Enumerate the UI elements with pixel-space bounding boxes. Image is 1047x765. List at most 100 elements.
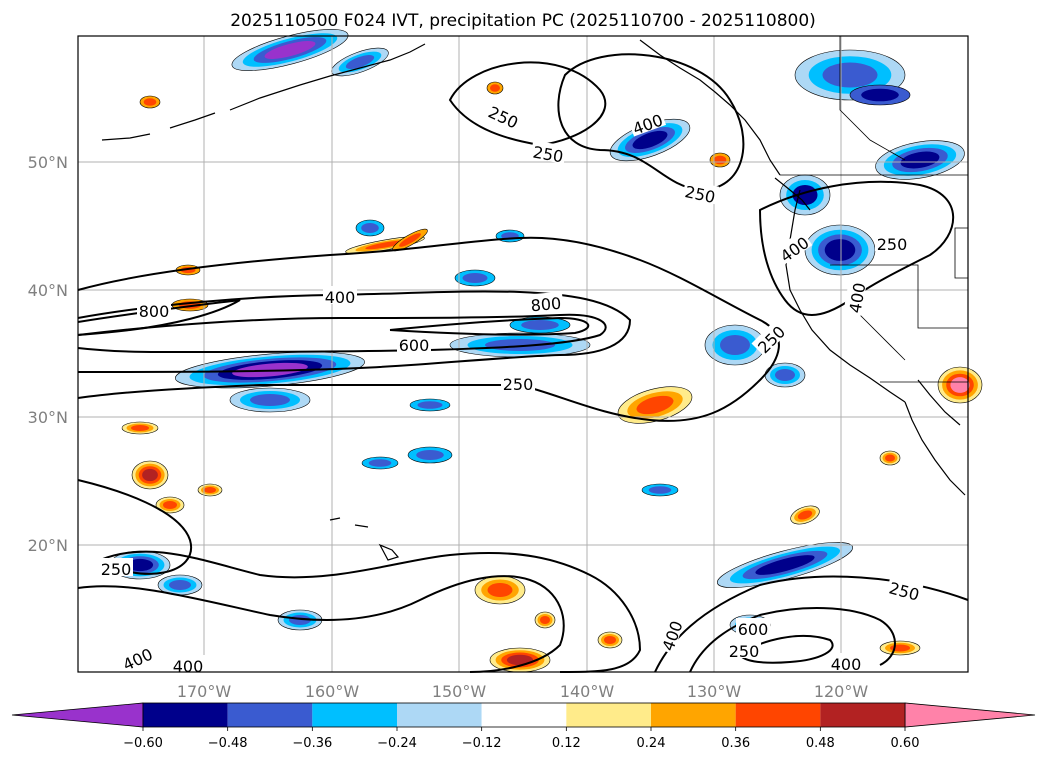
precip-blob xyxy=(879,640,921,656)
colorbar-segment xyxy=(481,703,567,727)
precip-blob xyxy=(139,95,161,109)
precip-blob xyxy=(641,483,679,497)
ivt-contour-600-main xyxy=(77,313,607,354)
precip-blob xyxy=(229,387,311,413)
precip-blob xyxy=(355,219,385,237)
colorbar-tick-label: −0.36 xyxy=(292,736,332,751)
ivt-contour-label: 800 xyxy=(530,294,562,316)
precip-blob xyxy=(197,483,223,497)
ivt-contour-label: 400 xyxy=(325,288,356,307)
colorbar-tick-label: 0.48 xyxy=(806,736,835,751)
ivt-contour-label: 600 xyxy=(738,620,769,639)
precip-blob xyxy=(157,574,203,596)
colorbar-tick-label: −0.60 xyxy=(123,736,163,751)
precip-blob xyxy=(409,398,451,412)
ivt-contour-label: 250 xyxy=(531,142,564,166)
colorbar-tick-label: 0.36 xyxy=(721,736,750,751)
colorbar-segment xyxy=(227,703,313,727)
ivt-contour-250-north xyxy=(448,61,607,147)
lon-label: 170°W xyxy=(177,682,232,701)
ivt-contour-400-main xyxy=(77,290,632,373)
precip-blob xyxy=(509,316,571,334)
lon-label: 120°W xyxy=(814,682,869,701)
precip-blob xyxy=(486,81,504,95)
colorbar-tick-label: 0.60 xyxy=(891,736,920,751)
ivt-contour-label: 250 xyxy=(729,642,760,661)
lon-axis-labels: 170°W 160°W 150°W 140°W 130°W 120°W xyxy=(177,682,869,701)
colorbar-extend-max xyxy=(904,702,1036,728)
precip-blob xyxy=(155,496,185,514)
precip-blob xyxy=(454,269,496,287)
ivt-contour-label: 250 xyxy=(877,235,908,254)
ivt-contour-800-east xyxy=(389,316,590,336)
graticule xyxy=(78,36,968,672)
ivt-contour-250-south xyxy=(77,479,642,673)
colorbar-segment xyxy=(735,703,821,727)
colorbar-segment xyxy=(397,703,482,727)
ivt-contour-250-main xyxy=(77,236,780,422)
colorbar-segment xyxy=(143,703,228,727)
lon-label: 150°W xyxy=(432,682,487,701)
map-title: 2025110500 F024 IVT, precipitation PC (2… xyxy=(230,11,816,31)
ivt-contour-400-se xyxy=(689,607,896,673)
precip-blob xyxy=(849,84,911,106)
precip-blob xyxy=(617,386,693,424)
precip-blob xyxy=(609,118,691,162)
precip-blob xyxy=(804,224,876,276)
ivt-contour-400-south xyxy=(77,575,565,673)
precip-blob xyxy=(875,140,965,180)
colorbar-segment xyxy=(820,703,905,727)
colorbar-tick-label: −0.24 xyxy=(377,736,417,751)
precip-blob xyxy=(790,505,820,525)
precip-blob xyxy=(331,47,389,77)
ivt-contour-label: 800 xyxy=(139,302,170,321)
colorbar-extend-min xyxy=(11,702,144,728)
precip-blob xyxy=(231,29,349,71)
precip-blob xyxy=(449,332,591,358)
precip-blob xyxy=(121,421,159,435)
colorbar-outline xyxy=(142,702,906,728)
precip-blob xyxy=(779,174,831,216)
precip-blob xyxy=(392,228,428,252)
precip-blob xyxy=(361,456,399,470)
ivt-contour-600-se xyxy=(738,634,834,664)
colorbar-segment xyxy=(566,703,651,727)
coastlines xyxy=(101,39,966,561)
precip-blob xyxy=(716,542,854,588)
ivt-contour-label: 400 xyxy=(173,657,204,676)
precip-blob xyxy=(534,611,556,629)
precip-anomaly-layer xyxy=(109,29,983,673)
colorbar-tick-label: 0.12 xyxy=(552,736,581,751)
lon-label: 140°W xyxy=(560,682,615,701)
precip-blob xyxy=(597,631,623,649)
ivt-contour-label: 250 xyxy=(503,375,534,394)
colorbar-tick-label: −0.48 xyxy=(208,736,248,751)
precip-blob xyxy=(764,362,806,388)
lat-label: 20°N xyxy=(28,536,68,555)
colorbar-tick-labels: −0.60 −0.48 −0.36 −0.24 −0.12 0.12 0.24 0.36 0.4… xyxy=(123,727,919,751)
lon-label: 130°W xyxy=(687,682,742,701)
precip-blob xyxy=(131,460,169,490)
lat-label: 50°N xyxy=(28,153,68,172)
map-frame xyxy=(77,35,969,673)
colorbar-tick-label: −0.12 xyxy=(462,736,502,751)
ivt-contour-250-cal xyxy=(758,180,955,316)
precip-blob xyxy=(879,450,901,466)
lat-label: 40°N xyxy=(28,281,68,300)
precip-blob xyxy=(709,152,731,168)
colorbar-segment xyxy=(651,703,736,727)
lat-label: 30°N xyxy=(28,408,68,427)
lon-label: 160°W xyxy=(305,682,360,701)
precip-blob xyxy=(704,324,766,366)
lat-axis-labels: 50°N 40°N 30°N 20°N xyxy=(28,153,68,555)
ivt-contour-label: 400 xyxy=(831,655,862,674)
precip-blob xyxy=(489,647,551,673)
colorbar-segment xyxy=(312,703,397,727)
ivt-contour-label: 600 xyxy=(399,336,430,355)
precip-blob xyxy=(474,575,526,605)
precip-blob xyxy=(937,366,983,404)
colorbar-tick-label: 0.24 xyxy=(637,736,666,751)
precip-blob xyxy=(407,446,453,464)
ivt-contour-label: 250 xyxy=(887,578,921,604)
